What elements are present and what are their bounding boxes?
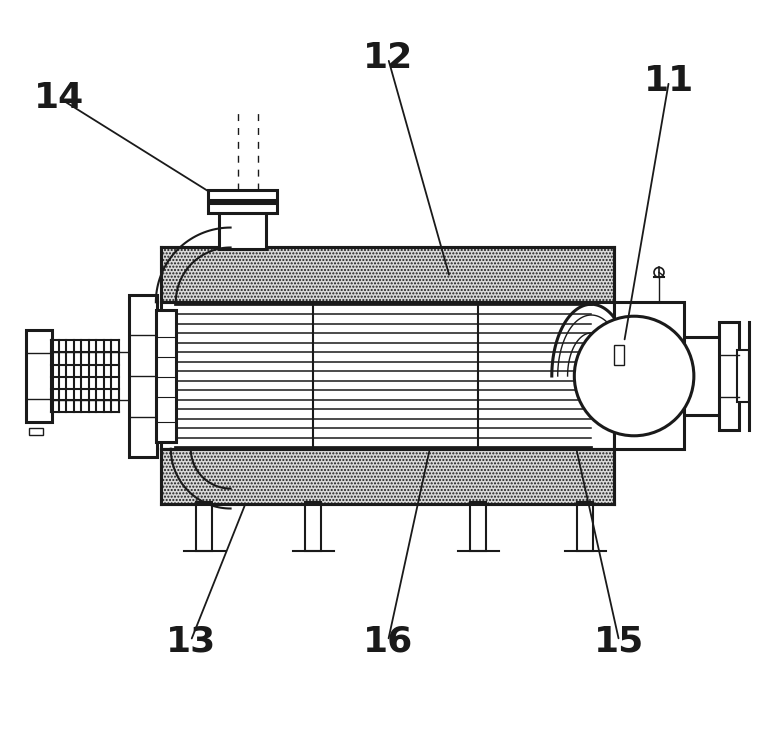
- Bar: [614, 345, 624, 365]
- Text: 12: 12: [363, 41, 413, 75]
- Text: 11: 11: [644, 64, 694, 98]
- Bar: [719, 322, 739, 430]
- Text: 16: 16: [363, 624, 413, 658]
- Text: 14: 14: [34, 81, 85, 115]
- Bar: [30, 428, 44, 435]
- Bar: [218, 210, 267, 250]
- Circle shape: [574, 317, 694, 435]
- Bar: [305, 502, 321, 551]
- Bar: [207, 190, 277, 199]
- Text: 13: 13: [166, 624, 216, 658]
- Bar: [737, 350, 749, 402]
- Bar: [129, 296, 157, 456]
- Bar: [614, 302, 684, 449]
- Bar: [161, 449, 614, 504]
- Bar: [26, 330, 52, 422]
- Bar: [156, 311, 176, 441]
- Bar: [577, 502, 594, 551]
- Text: 15: 15: [594, 624, 644, 658]
- Bar: [196, 502, 211, 551]
- Bar: [470, 502, 486, 551]
- Bar: [207, 202, 277, 213]
- Bar: [161, 247, 614, 302]
